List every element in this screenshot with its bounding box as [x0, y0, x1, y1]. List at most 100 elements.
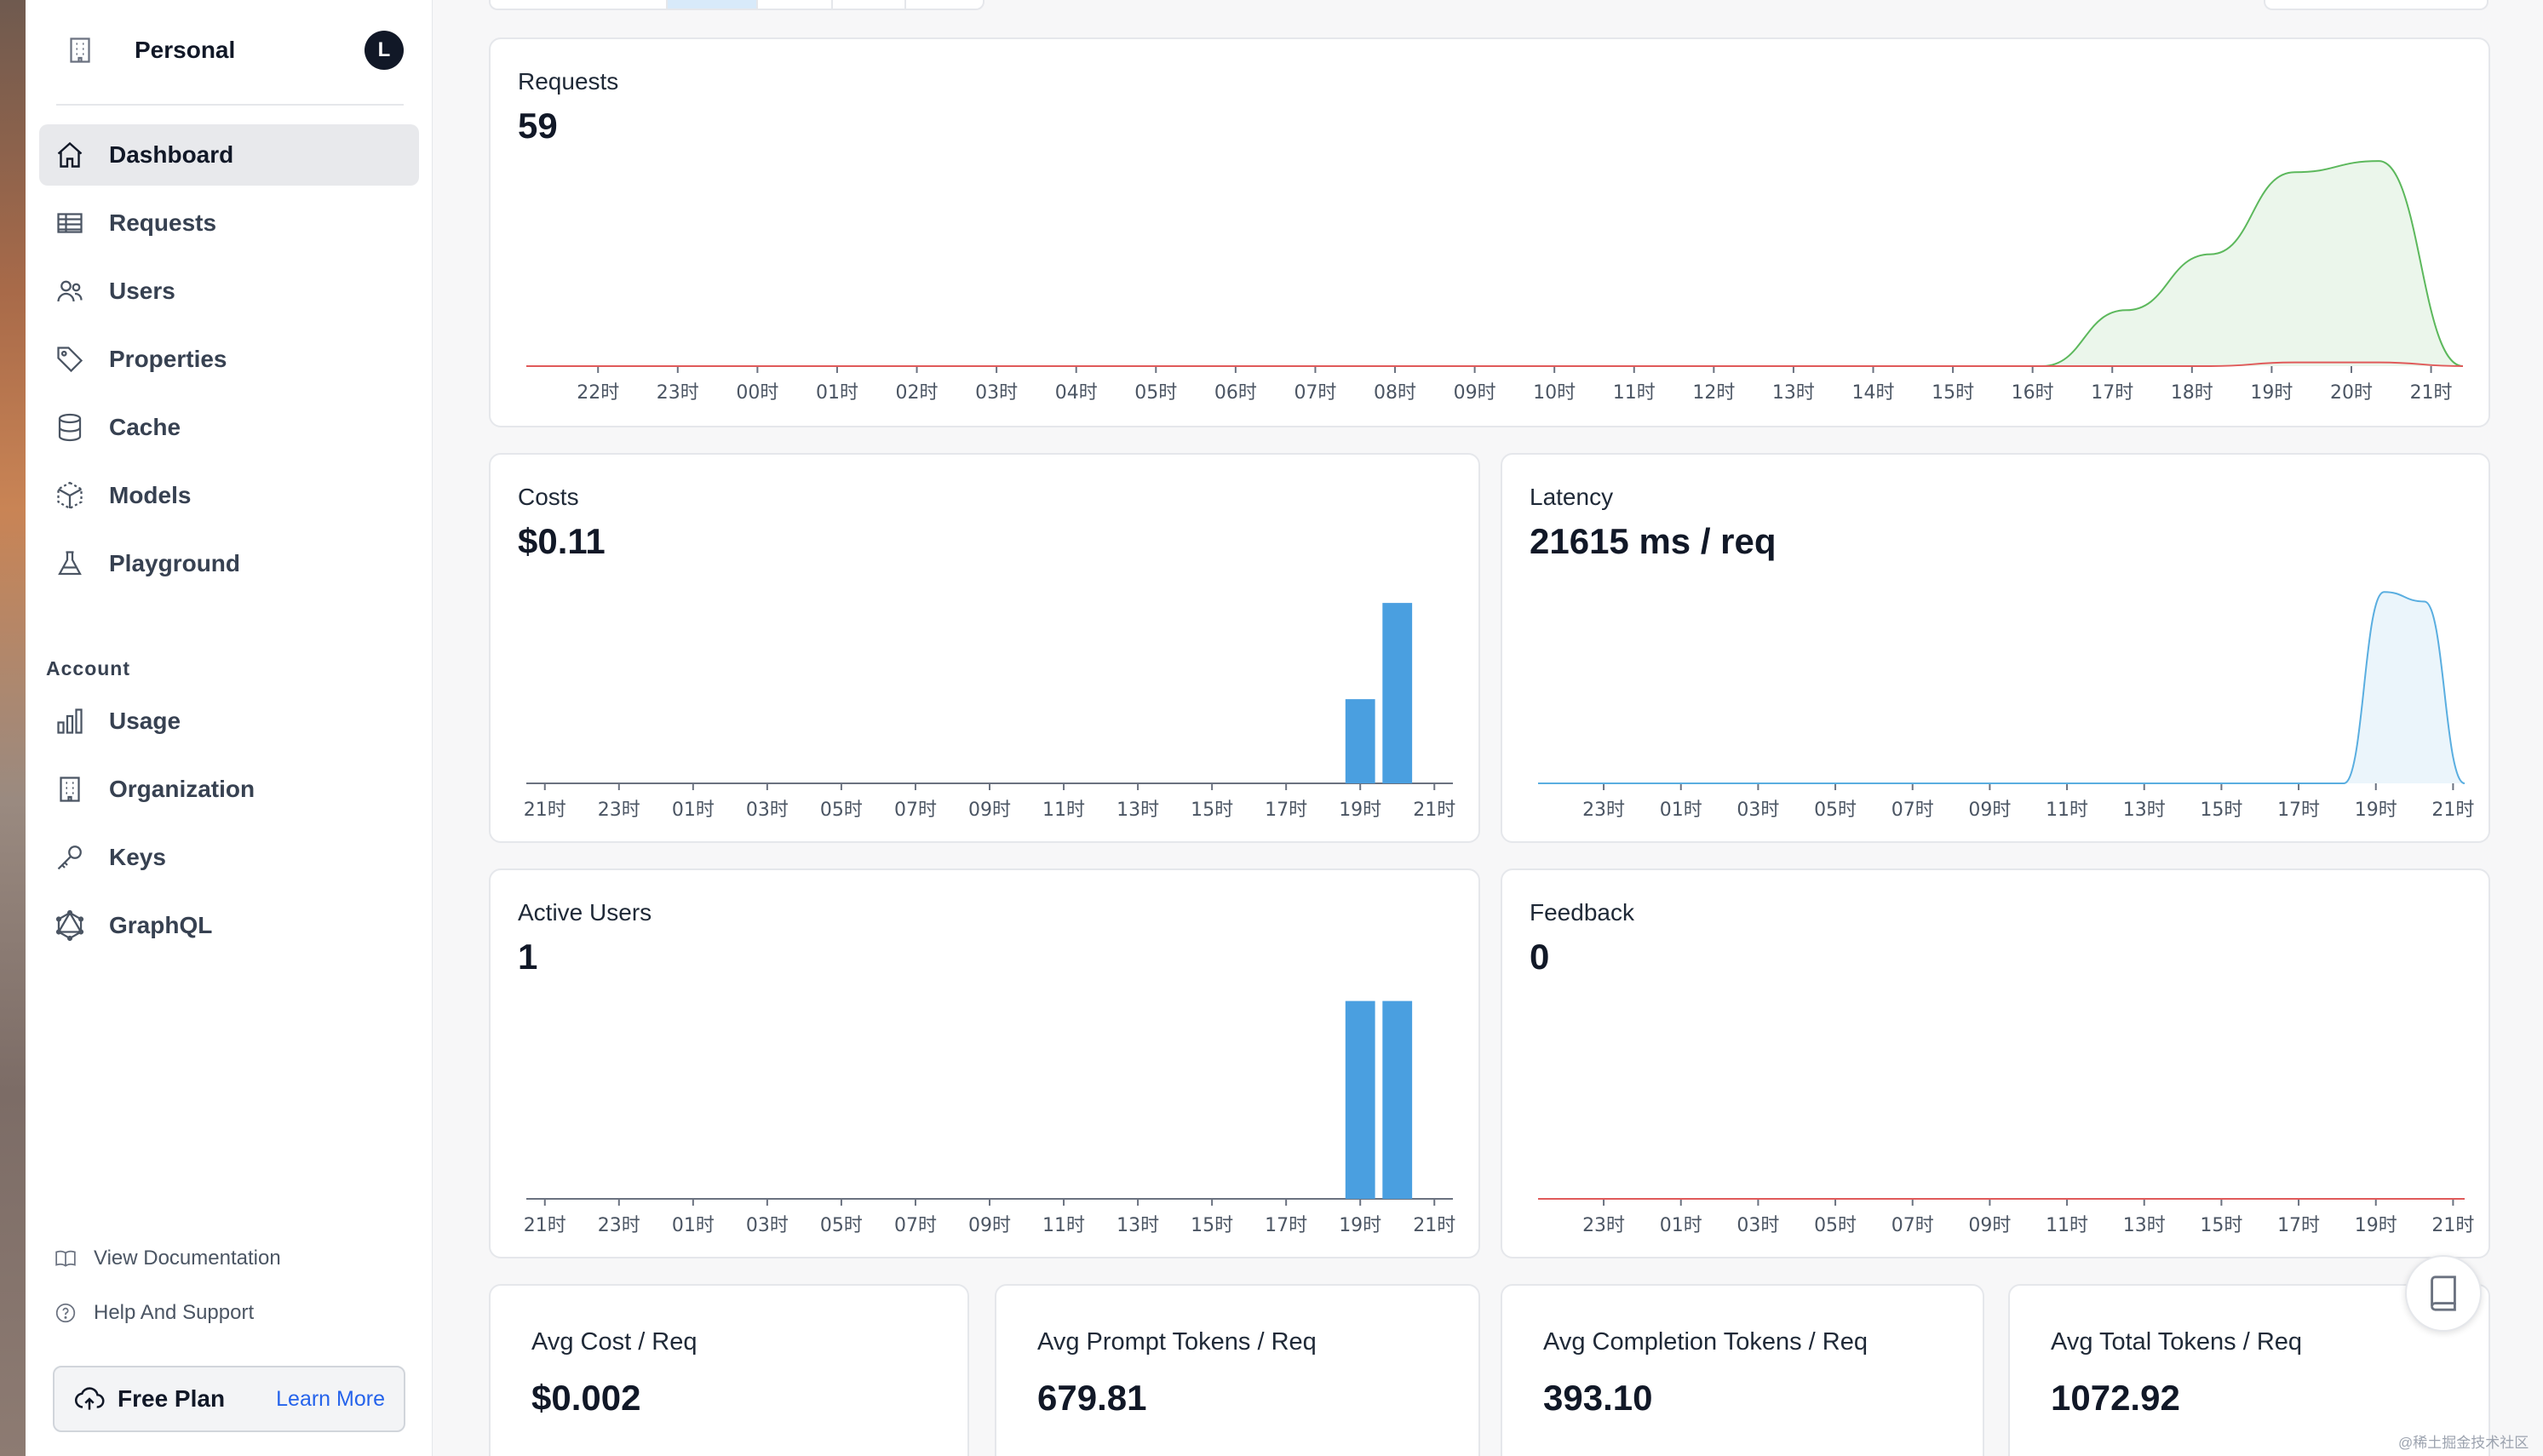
- graphql-icon: [53, 909, 87, 943]
- time-range-option[interactable]: [906, 0, 979, 9]
- x-tick-label: 01时: [1660, 1215, 1702, 1236]
- x-tick-label: 04时: [1055, 382, 1098, 404]
- sidebar-item-playground[interactable]: Playground: [39, 533, 419, 594]
- users-icon: [53, 274, 87, 308]
- x-tick-label: 15时: [1191, 1215, 1233, 1236]
- x-tick-label: 03时: [975, 382, 1018, 404]
- sidebar-item-label: Usage: [109, 708, 181, 734]
- x-tick-label: 18时: [2171, 382, 2213, 404]
- sidebar-item-usage[interactable]: Usage: [39, 691, 419, 752]
- x-tick-label: 05时: [1134, 382, 1177, 404]
- x-tick-label: 13时: [2123, 800, 2166, 821]
- key-icon: [53, 840, 87, 874]
- sidebar-item-users[interactable]: Users: [39, 261, 419, 322]
- help-support-label: Help And Support: [94, 1301, 255, 1324]
- card-value: 21615 ms / req: [1530, 521, 1777, 561]
- sidebar-item-models[interactable]: Models: [39, 465, 419, 526]
- x-tick-label: 01时: [672, 1215, 715, 1236]
- feedback-chart: 23时 01时 03时 05时 07时 09时 11时 13时 15时 17时 19时 21时: [1538, 1198, 2474, 1236]
- x-tick-label: 17时: [2277, 800, 2320, 821]
- dashboard-main: Requests 59 22时 23时 00时 01时 02时 03时 04时 05时 06时 0…: [433, 0, 2543, 1456]
- sidebar-item-dashboard[interactable]: Dashboard: [39, 124, 419, 186]
- x-tick-label: 13时: [2123, 1215, 2166, 1236]
- main-nav: Dashboard Requests Users Properties Cach…: [39, 124, 419, 601]
- help-support-link[interactable]: Help And Support: [53, 1296, 254, 1330]
- sidebar-item-properties[interactable]: Properties: [39, 329, 419, 390]
- active-users-card: Active Users 1 21时 23时 01时 03时 05时 07时 09时 11时 1…: [489, 868, 1480, 1258]
- x-tick-label: 15时: [1191, 800, 1233, 821]
- watermark: @稀土掘金技术社区: [2398, 1435, 2529, 1451]
- plan-box: Free Plan Learn More: [53, 1366, 405, 1432]
- series-line: [1538, 591, 2466, 784]
- time-range-option[interactable]: [491, 0, 668, 9]
- beaker-icon: [53, 547, 87, 581]
- x-tick-label: 03时: [746, 800, 789, 821]
- x-tick-label: 12时: [1692, 382, 1735, 404]
- org-name: Personal: [135, 37, 236, 63]
- cube-icon: [53, 479, 87, 513]
- x-tick-label: 00时: [736, 382, 778, 404]
- stat-value: 393.10: [1543, 1378, 1653, 1418]
- x-tick-label: 01时: [672, 800, 715, 821]
- x-tick-label: 21时: [1413, 800, 1455, 821]
- x-tick-label: 23时: [1582, 800, 1625, 821]
- x-tick-label: 21时: [2410, 382, 2453, 404]
- time-range-selector[interactable]: [489, 0, 984, 10]
- x-tick-label: 19时: [2355, 1215, 2397, 1236]
- x-tick-label: 19时: [2250, 382, 2293, 404]
- building-icon: [70, 37, 90, 63]
- card-title: Latency: [1530, 484, 1614, 510]
- learn-more-link[interactable]: Learn More: [276, 1386, 385, 1411]
- x-tick-label: 14时: [1852, 382, 1895, 404]
- sidebar-item-label: Keys: [109, 844, 166, 870]
- x-tick-label: 23时: [657, 382, 699, 404]
- sidebar-item-graphql[interactable]: GraphQL: [39, 895, 419, 956]
- time-range-option[interactable]: [833, 0, 906, 9]
- desktop-background: [0, 0, 26, 1456]
- x-tick-label: 13时: [1117, 1215, 1159, 1236]
- sidebar-item-organization[interactable]: Organization: [39, 759, 419, 820]
- latency-card: Latency 21615 ms / req 23时 01时 03时 05时 07时 09…: [1501, 453, 2490, 843]
- table-icon: [53, 206, 87, 240]
- x-tick-label: 11时: [2046, 800, 2088, 821]
- sidebar-item-keys[interactable]: Keys: [39, 827, 419, 888]
- sidebar-item-label: GraphQL: [109, 912, 213, 938]
- avatar[interactable]: L: [365, 31, 404, 70]
- time-range-option[interactable]: [758, 0, 833, 9]
- org-switcher[interactable]: Personal L: [56, 22, 404, 78]
- x-tick-label: 11时: [1042, 1215, 1085, 1236]
- sidebar-item-requests[interactable]: Requests: [39, 192, 419, 254]
- x-tick-label: 23时: [598, 1215, 640, 1236]
- tag-icon: [53, 342, 87, 376]
- time-range-option-active[interactable]: [668, 0, 758, 9]
- x-tick-label: 21时: [524, 1215, 566, 1236]
- x-tick-label: 15时: [2200, 1215, 2242, 1236]
- bar: [1382, 603, 1413, 783]
- x-tick-label: 07时: [894, 800, 937, 821]
- x-tick-label: 09时: [1454, 382, 1496, 404]
- docs-floating-button[interactable]: [2405, 1255, 2482, 1332]
- x-tick-label: 11时: [2046, 1215, 2088, 1236]
- card-value: 1: [518, 937, 538, 977]
- help-icon: [53, 1300, 78, 1326]
- x-tick-label: 21时: [2431, 800, 2474, 821]
- series-area: [1538, 592, 2465, 783]
- card-title: Costs: [518, 484, 579, 510]
- book-icon: [2431, 1275, 2456, 1311]
- x-tick-label: 13时: [1117, 800, 1159, 821]
- view-documentation-link[interactable]: View Documentation: [53, 1241, 281, 1275]
- x-tick-label: 15时: [2200, 800, 2242, 821]
- building-icon: [53, 772, 87, 806]
- card-value: 0: [1530, 937, 1550, 977]
- filter-button[interactable]: [2264, 0, 2488, 10]
- plan-name: Free Plan: [118, 1385, 226, 1412]
- x-tick-label: 05时: [820, 800, 863, 821]
- sidebar-item-cache[interactable]: Cache: [39, 397, 419, 458]
- card-value: 59: [518, 106, 558, 146]
- x-tick-label: 21时: [2431, 1215, 2474, 1236]
- x-tick-label: 05时: [1814, 1215, 1857, 1236]
- x-tick-label: 01时: [816, 382, 858, 404]
- stat-value: 679.81: [1037, 1378, 1147, 1418]
- stat-title: Avg Completion Tokens / Req: [1543, 1328, 1868, 1356]
- x-tick-label: 23时: [598, 800, 640, 821]
